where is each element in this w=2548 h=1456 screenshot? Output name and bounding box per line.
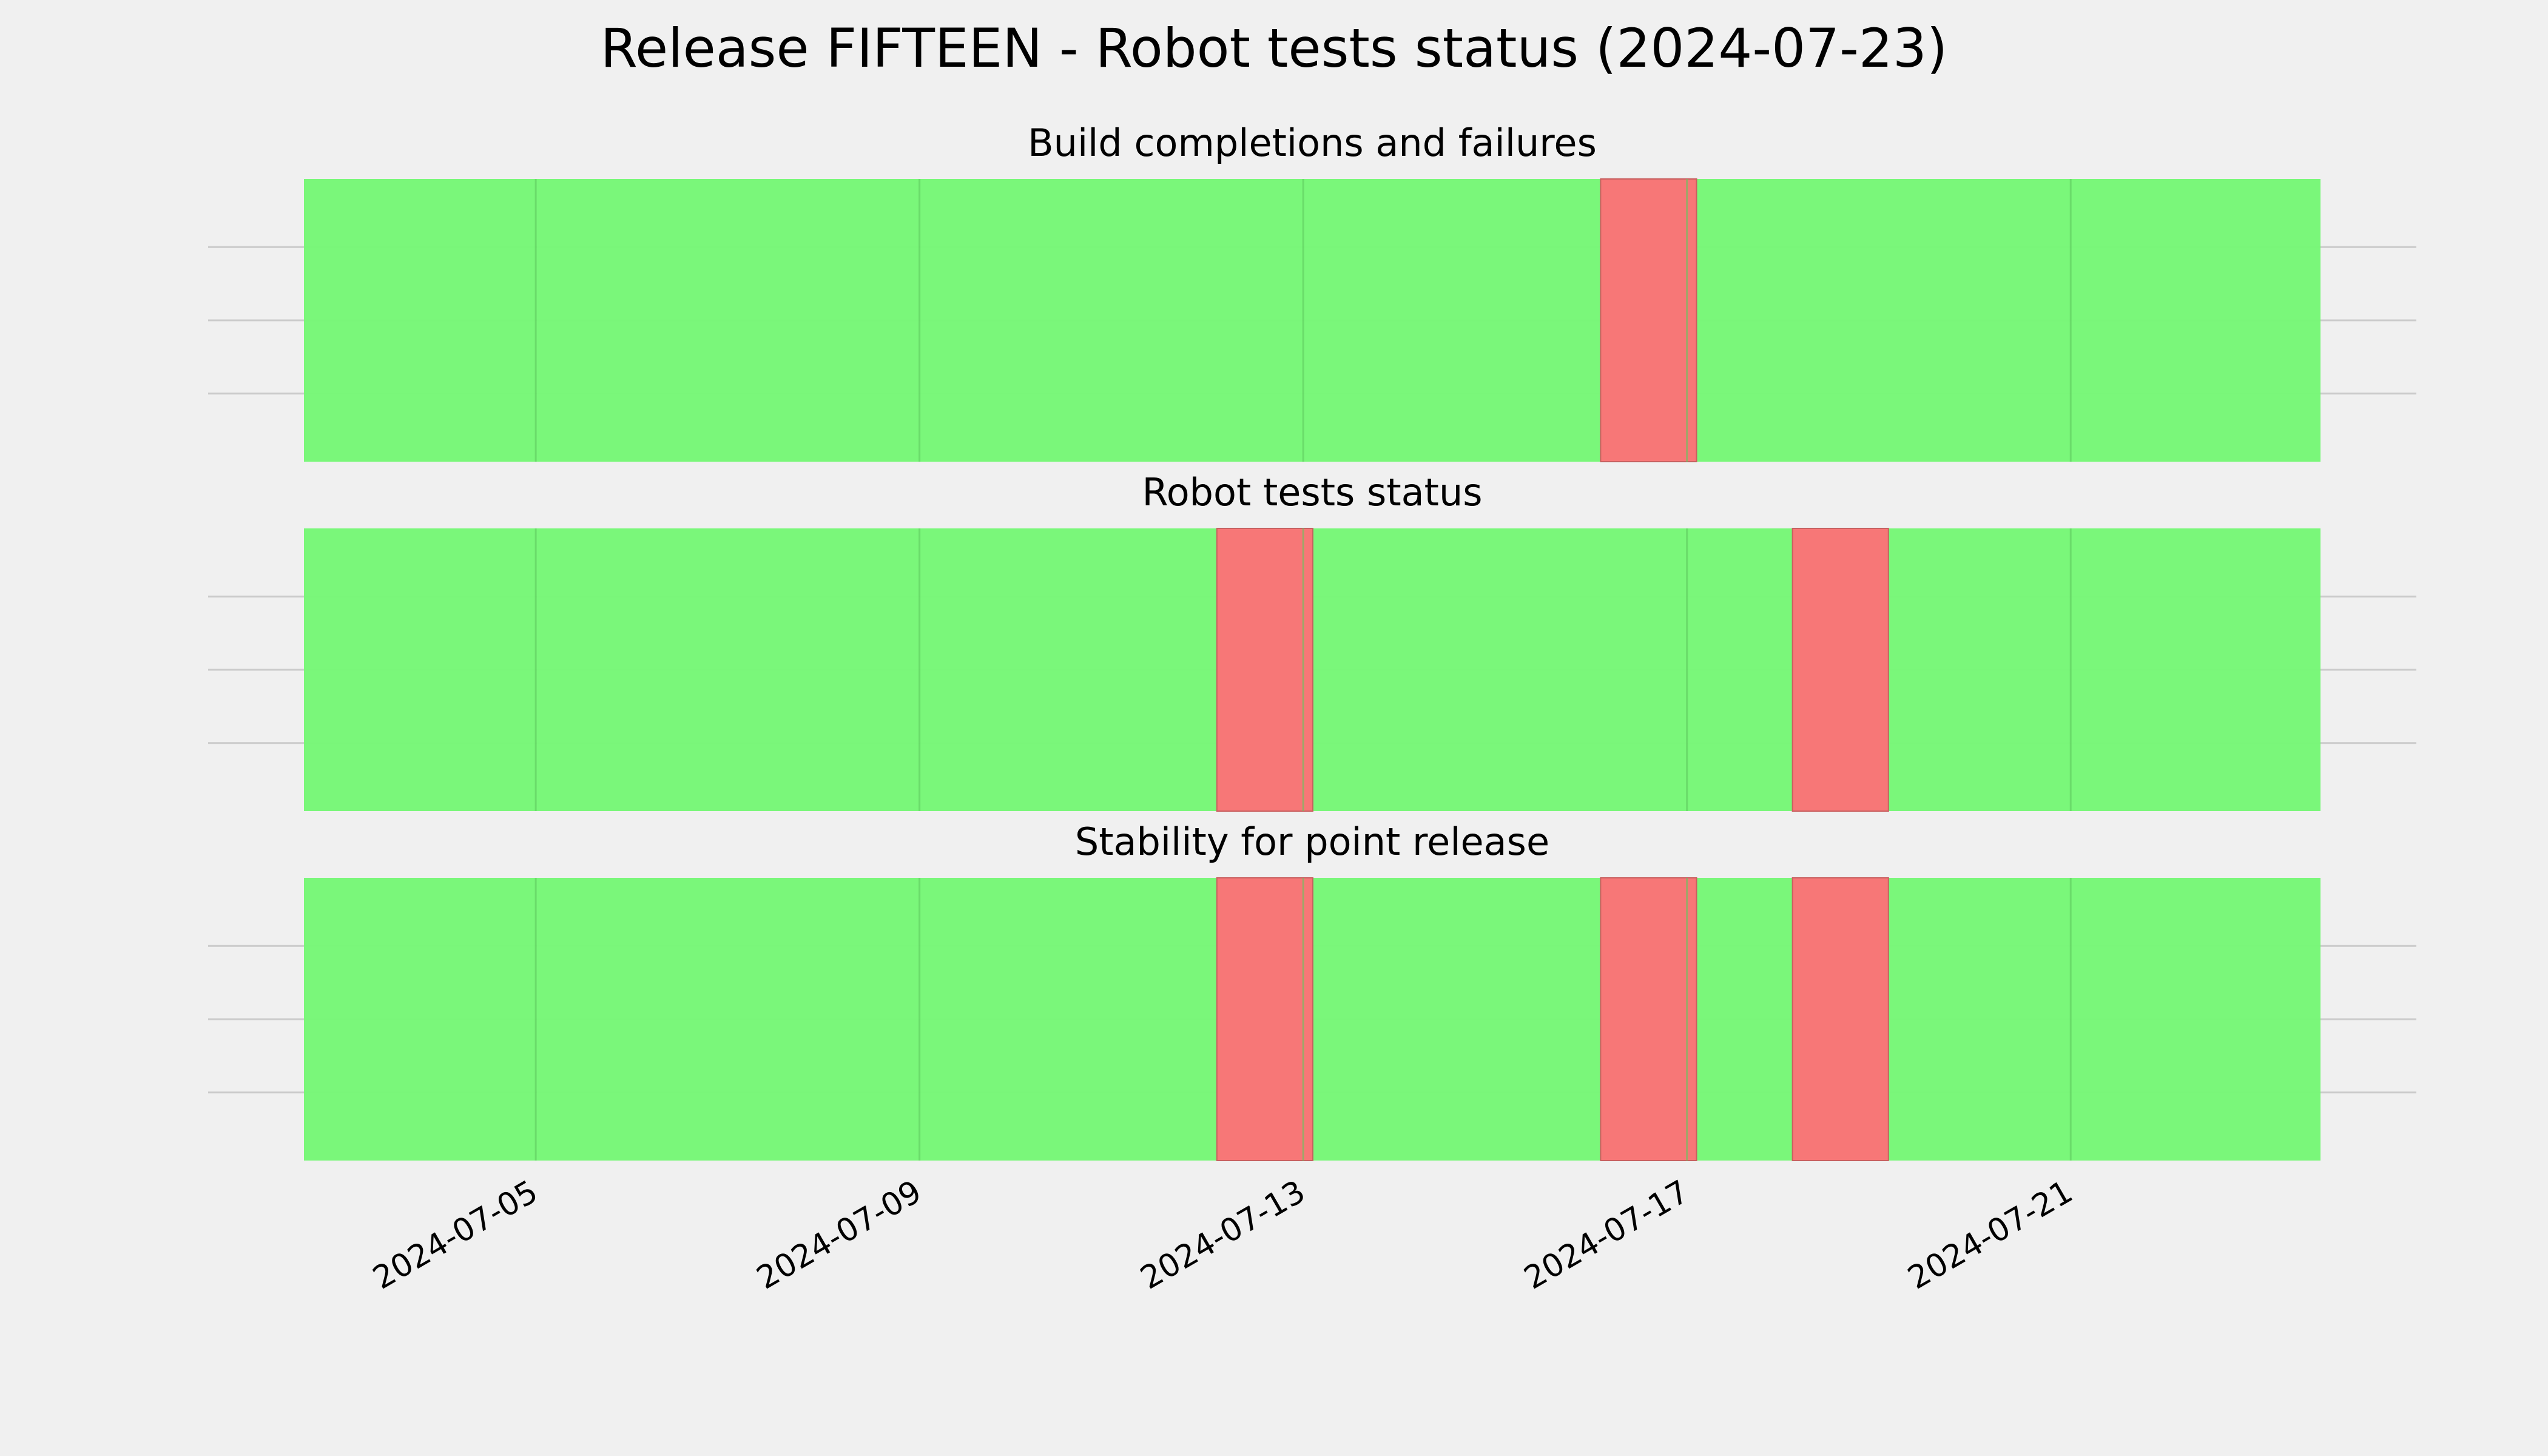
failure-span	[1791, 877, 1889, 1161]
failure-span	[1600, 178, 1697, 462]
failure-span	[1600, 877, 1697, 1161]
failure-span	[1216, 877, 1313, 1161]
panel-title: Build completions and failures	[1028, 121, 1597, 165]
failure-span	[1216, 528, 1313, 812]
failure-span	[1791, 528, 1889, 812]
chart-title: Release FIFTEEN - Robot tests status (20…	[601, 17, 1947, 79]
pass-background	[304, 179, 2320, 462]
panel-title: Stability for point release	[1075, 820, 1549, 864]
panel-title: Robot tests status	[1142, 470, 1482, 514]
